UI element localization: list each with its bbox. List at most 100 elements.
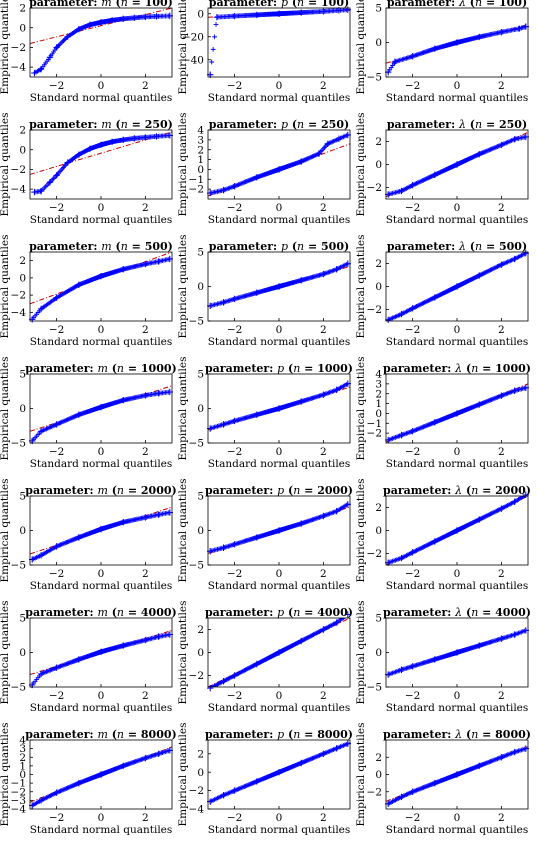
y-tick-label: 3	[375, 378, 382, 390]
qq-points	[386, 24, 528, 75]
qq-point	[307, 756, 313, 762]
qq-point	[398, 310, 405, 318]
qq-point	[424, 176, 430, 181]
qq-point	[253, 174, 261, 181]
y-tick-label: −3	[11, 795, 26, 807]
qq-point	[424, 542, 430, 548]
qq-point	[475, 33, 483, 41]
qq-point	[485, 268, 491, 274]
qq-point	[498, 261, 505, 268]
x-tick-label: −2	[49, 324, 64, 336]
qq-point	[66, 416, 72, 422]
qq-point	[306, 634, 312, 640]
qq-point	[453, 410, 461, 417]
y-tick-label: 0	[19, 769, 26, 781]
qq-panel-9: −2 0 2 −2 0 2 parameter: λ (n = 500) Standard n…	[355, 235, 529, 348]
panel-title: parameter: m (n = 500)	[29, 240, 173, 253]
y-tick-label: 3	[197, 134, 204, 146]
qq-point	[275, 283, 283, 290]
y-tick-label: −1	[189, 174, 204, 186]
qq-point	[67, 416, 73, 422]
qq-point	[231, 182, 238, 190]
qq-point	[64, 33, 71, 40]
qq-point	[142, 13, 149, 21]
x-tick-label: 0	[276, 568, 283, 580]
qq-point	[65, 785, 70, 791]
qq-point	[97, 525, 105, 533]
x-tick-label: 0	[98, 446, 105, 458]
qq-point	[515, 25, 523, 32]
qq-point	[511, 136, 518, 143]
x-tick-label: 0	[276, 812, 283, 824]
y-tick-label: 2	[19, 125, 26, 137]
qq-point	[240, 180, 246, 186]
y-axis-label: Empirical quantiles	[355, 723, 367, 827]
qq-point	[422, 544, 428, 549]
x-axis-label: Standard normal quantiles	[208, 702, 351, 714]
x-axis-label: Standard normal quantiles	[386, 214, 529, 226]
qq-point	[297, 637, 305, 645]
y-axis-label: Empirical quantiles	[0, 723, 11, 827]
x-tick-label: 0	[454, 324, 461, 336]
qq-point	[231, 787, 238, 794]
qq-point	[37, 305, 45, 313]
qq-point	[306, 757, 312, 763]
y-tick-label: −2	[367, 304, 382, 316]
qq-point	[320, 626, 327, 633]
qq-point	[241, 784, 247, 789]
y-axis-label: Empirical quantiles	[177, 235, 189, 339]
qq-point	[498, 392, 505, 399]
qq-point	[62, 37, 68, 43]
qq-point	[425, 542, 431, 548]
x-tick-label: 2	[320, 80, 327, 92]
y-tick-label: −2	[11, 164, 26, 176]
y-tick-label: 2	[19, 255, 26, 267]
x-tick-label: 2	[142, 812, 149, 824]
qq-point	[31, 69, 38, 77]
qq-points	[208, 132, 350, 196]
qq-point	[418, 178, 424, 184]
qq-point	[248, 664, 254, 670]
panel-title: parameter: m (n = 2000)	[25, 484, 176, 497]
y-axis-label: Empirical quantiles	[177, 357, 189, 461]
qq-point	[119, 266, 127, 273]
qq-point	[297, 9, 305, 16]
qq-point	[308, 756, 314, 762]
x-tick-label: 0	[98, 812, 105, 824]
qq-point	[67, 784, 73, 790]
qq-point	[155, 258, 162, 265]
x-axis-label: Standard normal quantiles	[30, 580, 173, 592]
y-tick-label: −4	[11, 62, 27, 74]
qq-point	[97, 19, 105, 26]
qq-point	[119, 136, 127, 144]
y-tick-label: 4	[197, 125, 204, 137]
qq-points	[208, 8, 350, 77]
qq-point	[244, 783, 250, 789]
qq-point	[142, 134, 149, 141]
qq-point	[453, 527, 461, 534]
qq-point	[320, 270, 327, 278]
qq-point	[69, 415, 75, 421]
y-tick-label: −2	[367, 428, 382, 440]
qq-point	[75, 411, 83, 418]
x-tick-label: 2	[320, 324, 327, 336]
qq-point	[511, 631, 518, 638]
y-tick-label: 1	[375, 398, 382, 410]
qq-panel-8: −2 0 2 −5 0 5 parameter: p (n = 500) Standard n…	[177, 235, 351, 348]
qq-point	[511, 748, 518, 756]
qq-point	[68, 415, 74, 421]
y-tick-label: 3	[19, 743, 26, 755]
qq-point	[310, 154, 315, 159]
x-tick-label: 0	[276, 324, 283, 336]
qq-point	[63, 540, 69, 545]
qq-point	[480, 271, 486, 277]
qq-point	[37, 428, 45, 435]
qq-point	[53, 664, 60, 671]
y-tick-label: 0	[197, 525, 204, 537]
y-tick-label: −20	[182, 31, 204, 43]
qq-point	[391, 58, 399, 66]
